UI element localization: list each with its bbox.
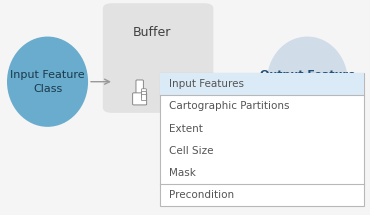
Text: Extent: Extent <box>169 124 203 134</box>
FancyBboxPatch shape <box>133 93 147 105</box>
Bar <box>160 73 364 206</box>
Text: Cell Size: Cell Size <box>169 146 213 156</box>
Text: Buffer: Buffer <box>132 26 171 39</box>
FancyBboxPatch shape <box>103 3 213 113</box>
Text: Input Features: Input Features <box>169 79 244 89</box>
Text: Output Feature
Class: Output Feature Class <box>260 70 355 94</box>
FancyBboxPatch shape <box>141 94 146 101</box>
FancyBboxPatch shape <box>141 92 146 98</box>
Ellipse shape <box>267 37 348 127</box>
Bar <box>160 73 364 95</box>
Ellipse shape <box>7 37 88 127</box>
Text: Precondition: Precondition <box>169 190 234 200</box>
FancyBboxPatch shape <box>141 89 146 95</box>
FancyBboxPatch shape <box>136 80 143 95</box>
Text: Mask: Mask <box>169 168 196 178</box>
Text: Cartographic Partitions: Cartographic Partitions <box>169 101 290 111</box>
Text: Input Feature
Class: Input Feature Class <box>10 70 85 94</box>
